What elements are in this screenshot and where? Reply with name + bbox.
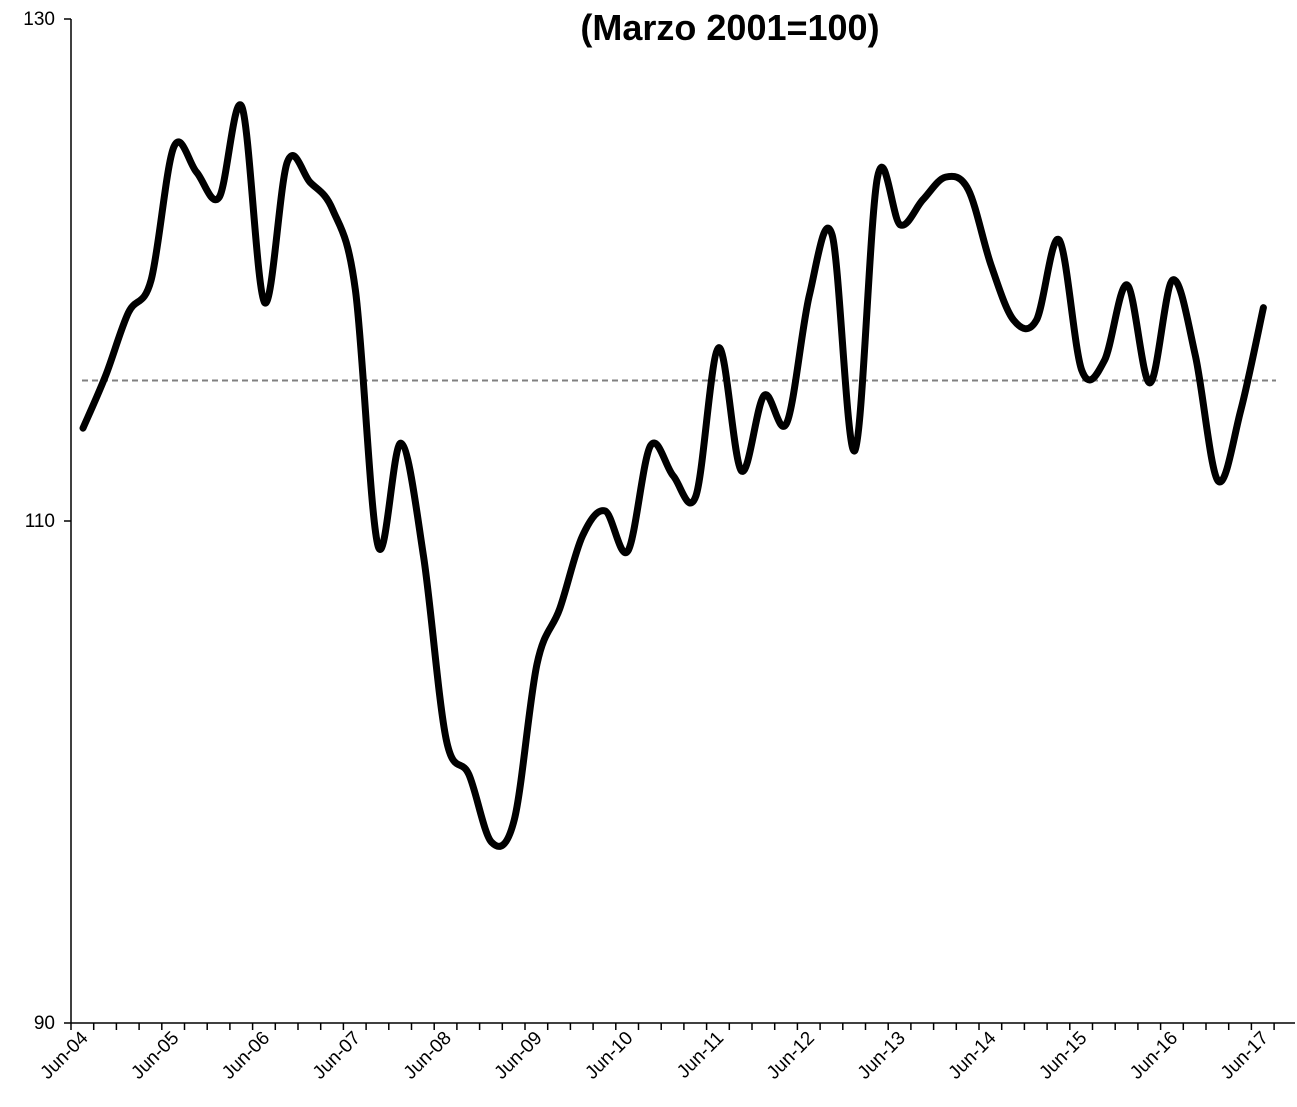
x-tick-label: Jun-15 — [1035, 1028, 1091, 1084]
x-tick-label: Jun-16 — [1126, 1028, 1182, 1084]
x-tick-label: Jun-07 — [309, 1028, 365, 1084]
x-tick-label: Jun-13 — [854, 1028, 910, 1084]
x-tick-label: Jun-14 — [945, 1027, 1001, 1083]
series-line — [79, 101, 1267, 850]
x-tick-label: Jun-10 — [581, 1028, 637, 1084]
y-tick-label: 90 — [34, 1013, 55, 1034]
chart-title: (Marzo 2001=100) — [580, 7, 879, 48]
x-tick-label: Jun-06 — [218, 1028, 274, 1084]
x-tick-label: Jun-12 — [763, 1028, 819, 1084]
y-tick-label: 130 — [23, 9, 55, 30]
x-tick-label: Jun-11 — [673, 1028, 728, 1083]
x-tick-label: Jun-09 — [491, 1028, 547, 1084]
x-tick-label: Jun-05 — [127, 1028, 183, 1084]
y-tick-label: 110 — [25, 511, 55, 532]
x-tick-label: Jun-08 — [400, 1028, 456, 1084]
x-tick-label: Jun-17 — [1217, 1028, 1273, 1084]
x-tick-label: Jun-04 — [37, 1027, 93, 1083]
